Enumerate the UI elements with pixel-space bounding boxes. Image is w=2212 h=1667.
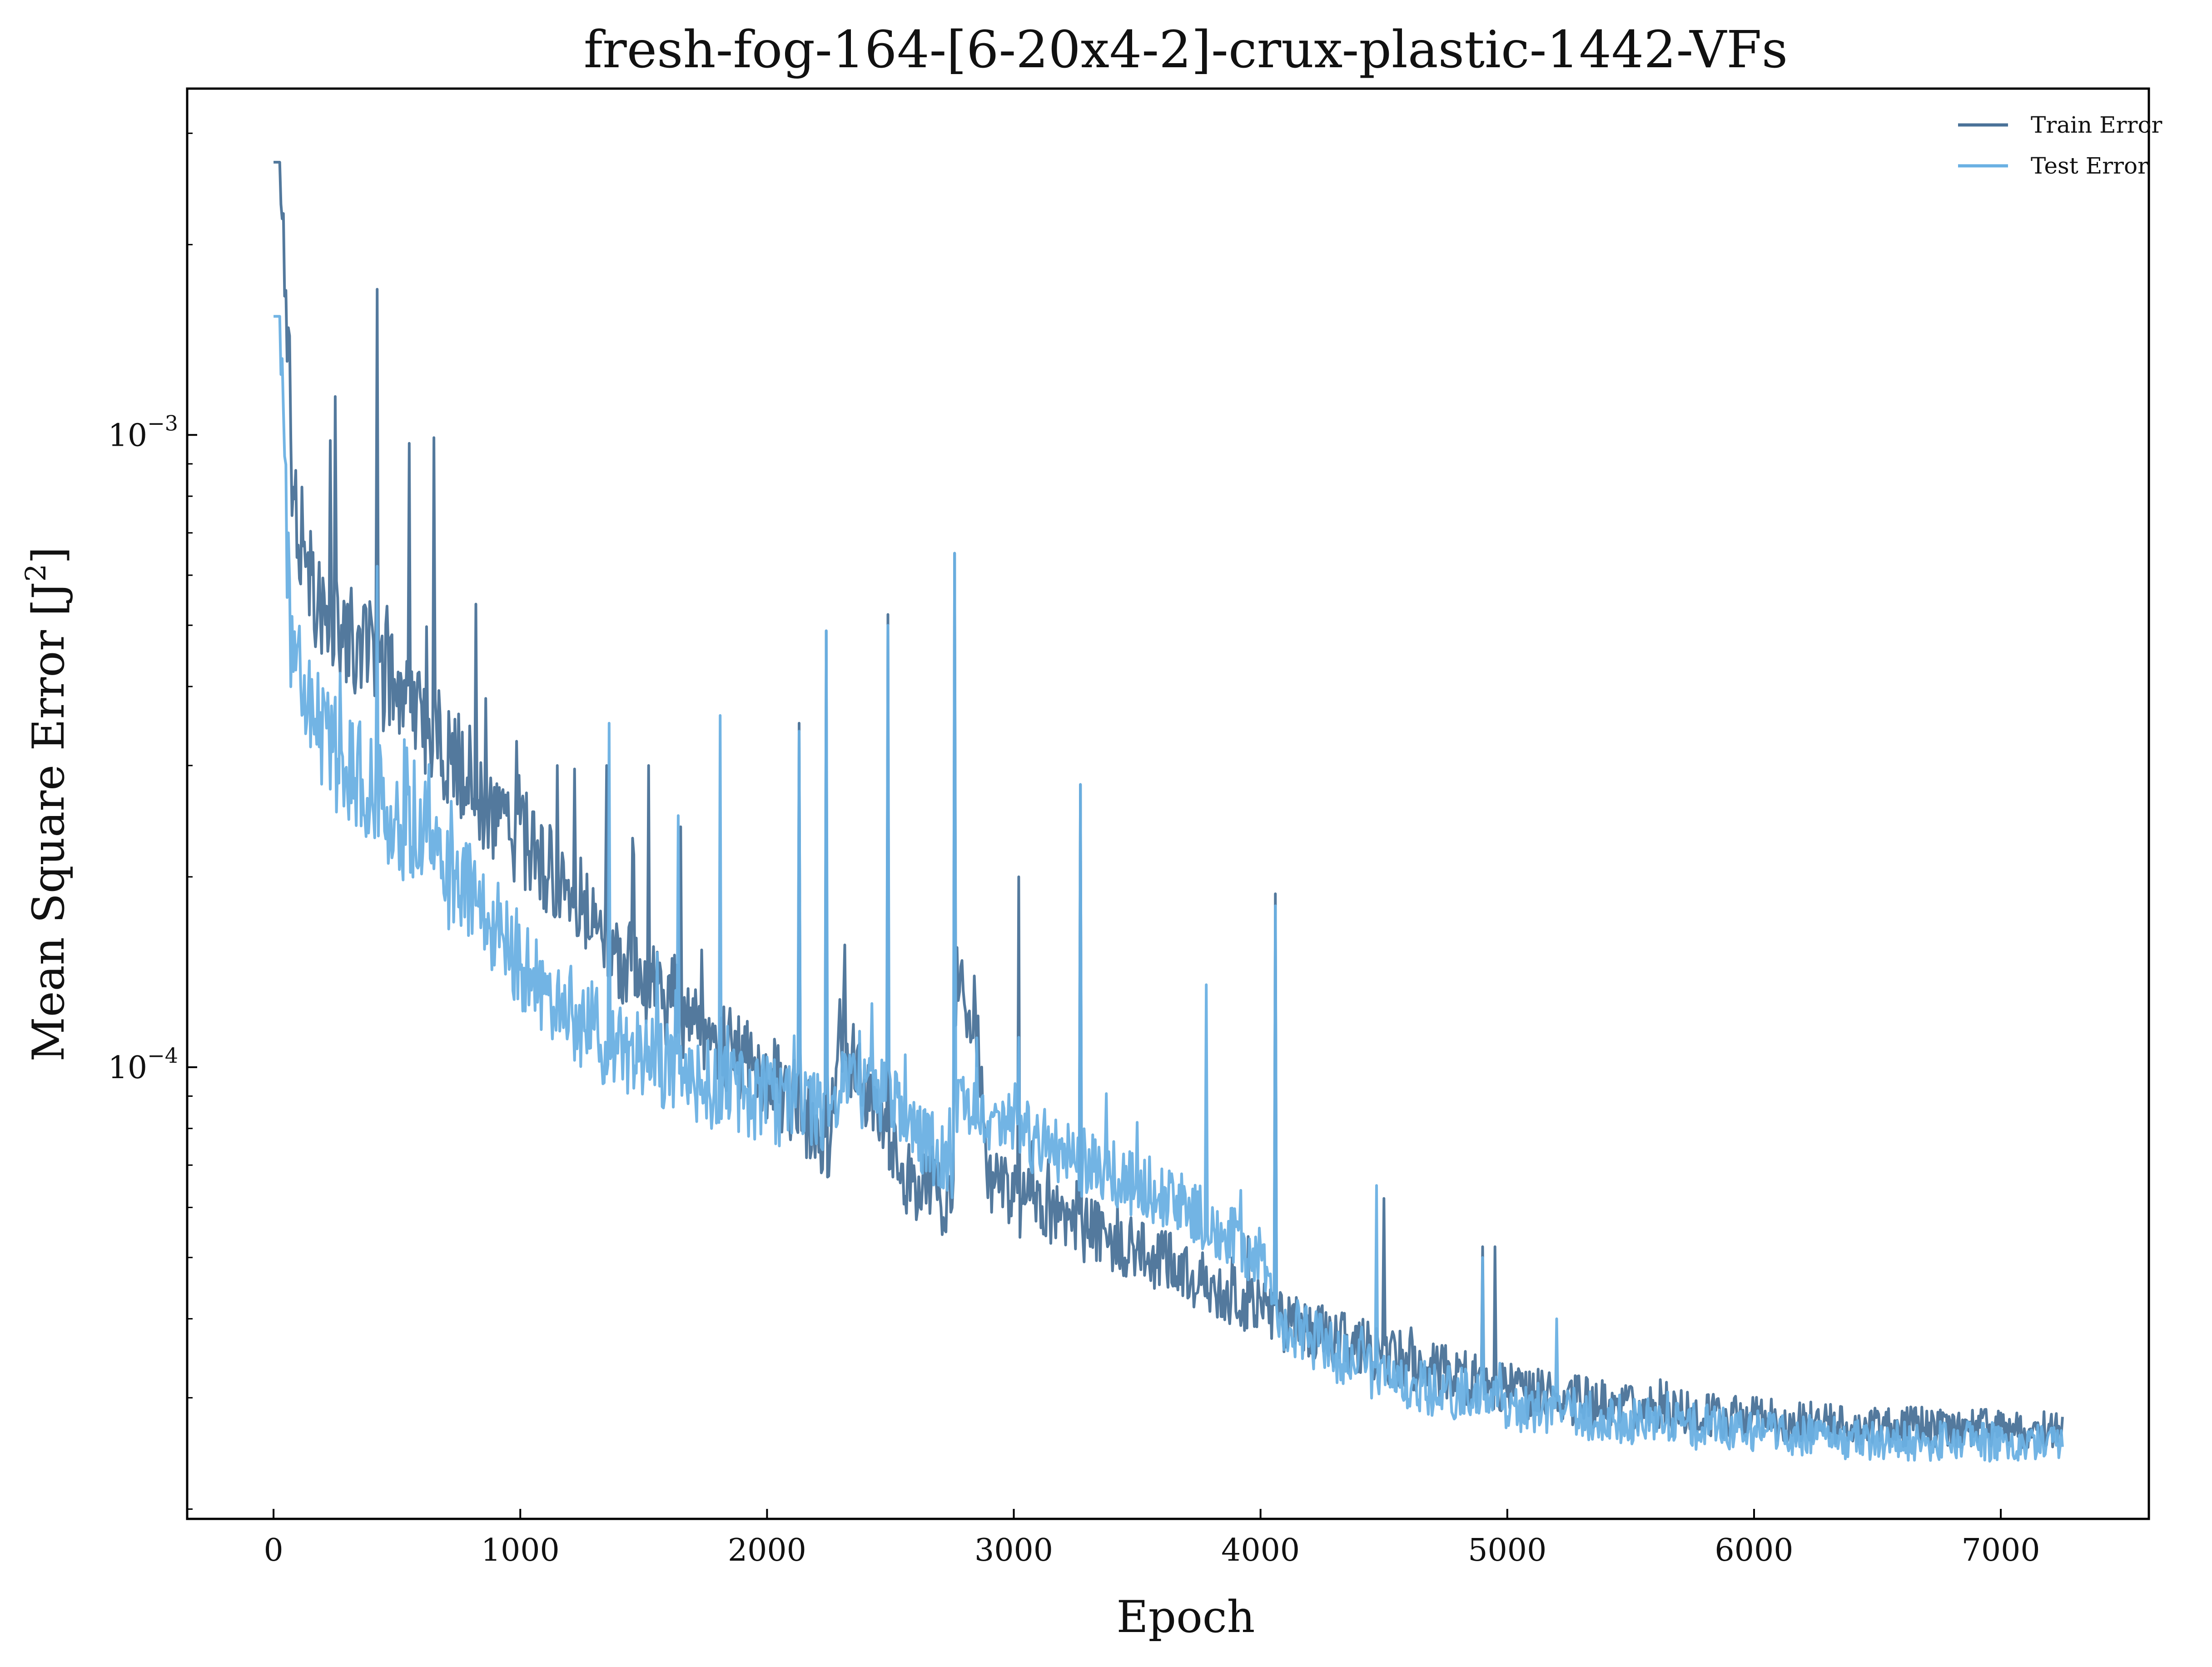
y-axis-label-superscript: 2 bbox=[19, 564, 52, 582]
y-axis-label-close: ] bbox=[23, 547, 74, 563]
y-axis-label: Mean Square Error [J2] bbox=[19, 547, 74, 1061]
x-tick-label: 2000 bbox=[728, 1533, 806, 1568]
y-axis-ticks: 10−3 10−4 bbox=[108, 132, 197, 1510]
legend-label: Test Error bbox=[2031, 153, 2148, 179]
x-axis-ticks: 0 1000 2000 3000 4000 5000 6000 7000 bbox=[263, 1509, 2040, 1568]
legend-label: Train Error bbox=[2031, 112, 2162, 138]
chart-title: fresh-fog-164-[6-20x4-2]-crux-plastic-14… bbox=[584, 20, 1788, 80]
x-tick-label: 3000 bbox=[974, 1533, 1053, 1568]
plot-frame bbox=[186, 87, 2150, 1520]
series-line-test-error bbox=[273, 315, 2064, 1463]
x-tick-label: 1000 bbox=[481, 1533, 560, 1568]
y-tick-label: 10−3 bbox=[108, 411, 178, 453]
x-tick-label: 7000 bbox=[1962, 1533, 2040, 1568]
x-tick-label: 0 bbox=[263, 1533, 283, 1568]
series-layer bbox=[273, 161, 2064, 1463]
x-axis-label: Epoch bbox=[1117, 1592, 1255, 1642]
x-tick-label: 6000 bbox=[1715, 1533, 1793, 1568]
series-line-train-error bbox=[273, 161, 2064, 1449]
x-tick-label: 4000 bbox=[1221, 1533, 1300, 1568]
legend: Train Error Test Error bbox=[1958, 112, 2162, 179]
y-tick-label: 10−4 bbox=[108, 1043, 178, 1086]
x-tick-label: 5000 bbox=[1468, 1533, 1546, 1568]
y-axis-label-main: Mean Square Error [J bbox=[23, 582, 74, 1061]
